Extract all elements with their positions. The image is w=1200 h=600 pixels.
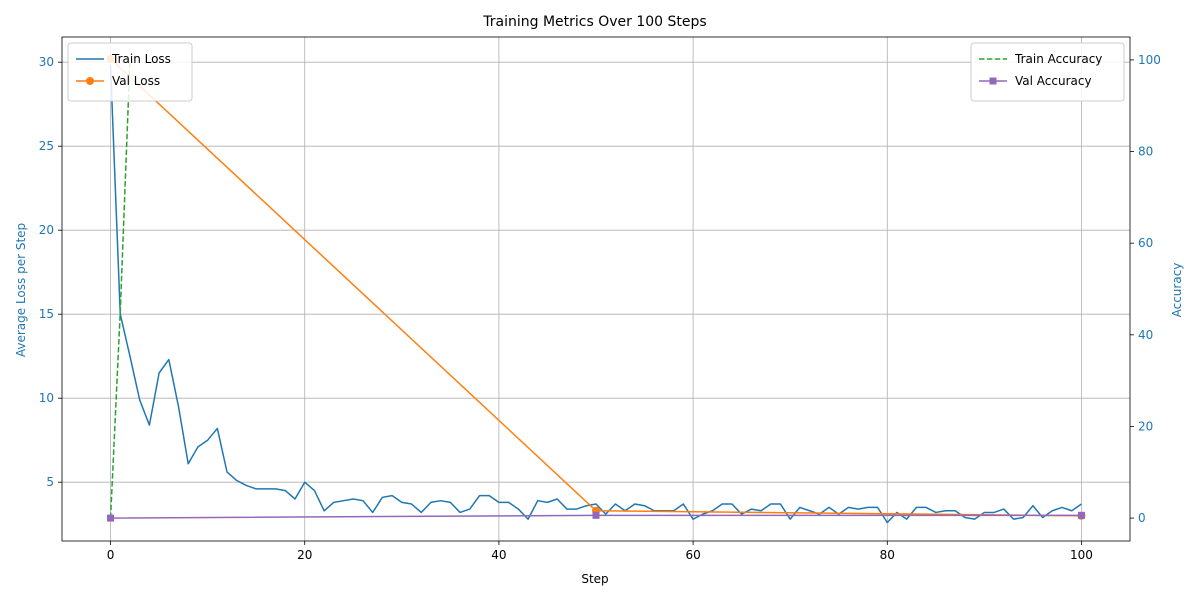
y-left-tick-label: 15 [39,307,54,321]
val-loss-line [110,58,1082,517]
y-left-tick-label: 10 [39,391,54,405]
val-accuracy-point [592,511,600,519]
x-axis-label: Step [581,572,608,586]
legend-label-train-accuracy: Train Accuracy [1014,52,1102,66]
train-loss-line [109,65,1082,524]
legend-label-val-loss: Val Loss [112,74,160,88]
legend-left: Train Loss Val Loss [67,42,193,102]
y-left-tick-label: 5 [46,475,54,489]
y-left-tick-label: 30 [39,55,54,69]
y-axis-right-label: Accuracy [1170,263,1184,318]
legend-label-val-accuracy: Val Accuracy [1015,74,1092,88]
x-tick-label: 60 [685,548,700,562]
train-accuracy-line [109,59,131,519]
ticks-layer: 0 20 40 60 80 100 5 10 15 20 25 30 0 20 40 60 80 100 [39,53,1161,562]
series-layer [106,54,1086,524]
legend-box [970,42,1125,102]
x-tick-label: 20 [297,548,312,562]
legend-marker-val-accuracy [989,77,997,85]
legend-box [67,42,193,102]
axes-frame [61,36,1131,542]
y-right-tick-label: 40 [1138,328,1153,342]
val-accuracy-point [107,514,115,522]
y-right-tick-label: 100 [1138,53,1161,67]
y-right-tick-label: 80 [1138,145,1153,159]
y-right-tick-label: 60 [1138,236,1153,250]
val-accuracy-point [1077,511,1085,519]
legend-marker-val-loss [86,77,94,85]
x-tick-label: 100 [1070,548,1093,562]
grid-layer [62,37,1130,541]
axes-layer [61,36,1131,542]
y-right-tick-label: 0 [1138,511,1146,525]
x-tick-label: 0 [107,548,115,562]
legend-label-train-loss: Train Loss [111,52,171,66]
y-axis-left-label: Average Loss per Step [14,223,28,357]
y-left-tick-label: 25 [39,139,54,153]
y-left-tick-label: 20 [39,223,54,237]
y-right-tick-label: 20 [1138,419,1153,433]
x-tick-label: 80 [880,548,895,562]
chart-title: Training Metrics Over 100 Steps [482,14,706,30]
x-tick-label: 40 [491,548,506,562]
legend-right: Train Accuracy Val Accuracy [970,42,1125,102]
